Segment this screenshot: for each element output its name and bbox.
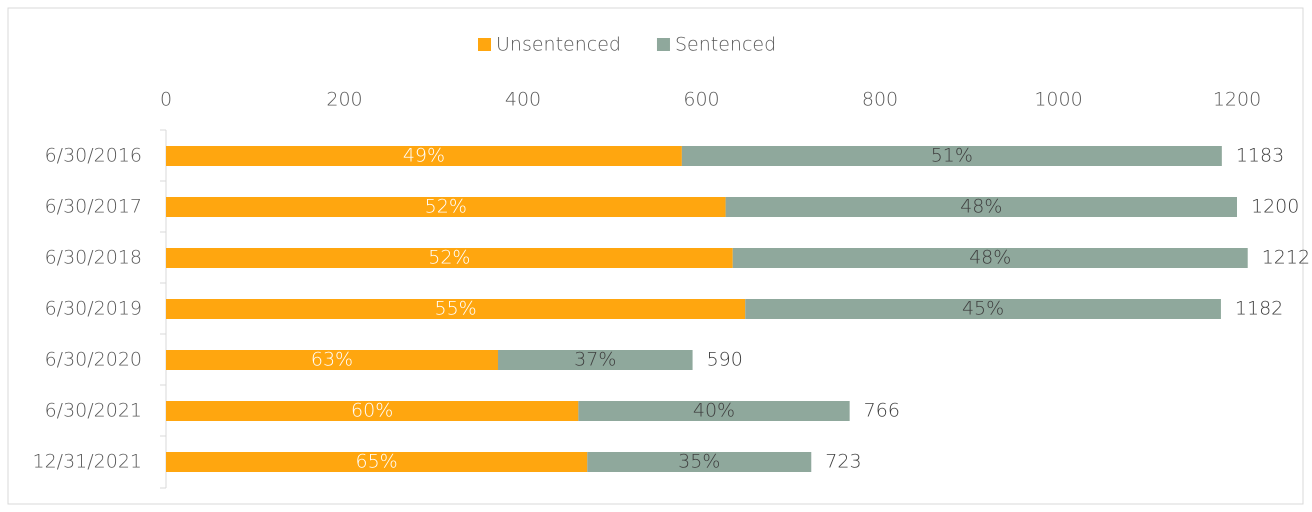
y-tick-label: 6/30/2020 [45,349,142,371]
bar-share-label: 40% [693,400,735,422]
bar-share-label: 60% [351,400,393,422]
total-label: 1183 [1236,145,1284,167]
total-label: 590 [707,349,743,371]
chart-border [7,7,1304,505]
total-label: 1212 [1262,247,1310,269]
bar-share-label: 37% [574,349,616,371]
bar-share-label: 51% [931,145,973,167]
bar-share-label: 52% [428,247,470,269]
total-label: 766 [864,400,900,422]
bar-segment [166,248,733,268]
bar-segment [166,452,588,472]
bar-share-label: 63% [311,349,353,371]
legend-label: Unsentenced [496,34,621,56]
y-tick-label: 6/30/2016 [45,145,142,167]
x-tick-label: 200 [326,89,362,111]
y-tick-label: 6/30/2018 [45,247,142,269]
x-tick-label: 800 [862,89,898,111]
total-label: 1182 [1235,298,1283,320]
bar-segment [725,197,1237,217]
bar-share-label: 48% [969,247,1011,269]
bar-segment [578,401,850,421]
x-tick-label: 1000 [1034,89,1082,111]
x-tick-label: 400 [505,89,541,111]
bar-segment [498,350,693,370]
bar-share-label: 65% [356,451,398,473]
y-tick-label: 6/30/2019 [45,298,142,320]
bar-share-label: 45% [962,298,1004,320]
bar-segment [166,146,682,166]
bar-segment [681,146,1222,166]
y-tick-label: 6/30/2017 [45,196,142,218]
total-label: 1200 [1251,196,1299,218]
bar-segment [166,401,579,421]
bar-segment [166,299,746,319]
x-tick-label: 0 [160,89,172,111]
bar-share-label: 35% [678,451,720,473]
bar-segment [745,299,1221,319]
total-label: 723 [825,451,861,473]
x-tick-label: 600 [683,89,719,111]
y-tick-label: 12/31/2021 [32,451,142,473]
legend-swatch [656,38,670,51]
bar-share-label: 52% [425,196,467,218]
x-tick-label: 1200 [1213,89,1261,111]
legend-label: Sentenced [675,34,776,56]
bar-share-label: 55% [434,298,476,320]
bar-share-label: 48% [960,196,1002,218]
bar-segment [587,452,812,472]
bar-segment [166,350,499,370]
bar-segment [166,197,726,217]
legend-swatch [478,38,491,51]
bar-share-label: 49% [403,145,445,167]
bar-segment [732,248,1248,268]
y-tick-label: 6/30/2021 [45,400,142,422]
